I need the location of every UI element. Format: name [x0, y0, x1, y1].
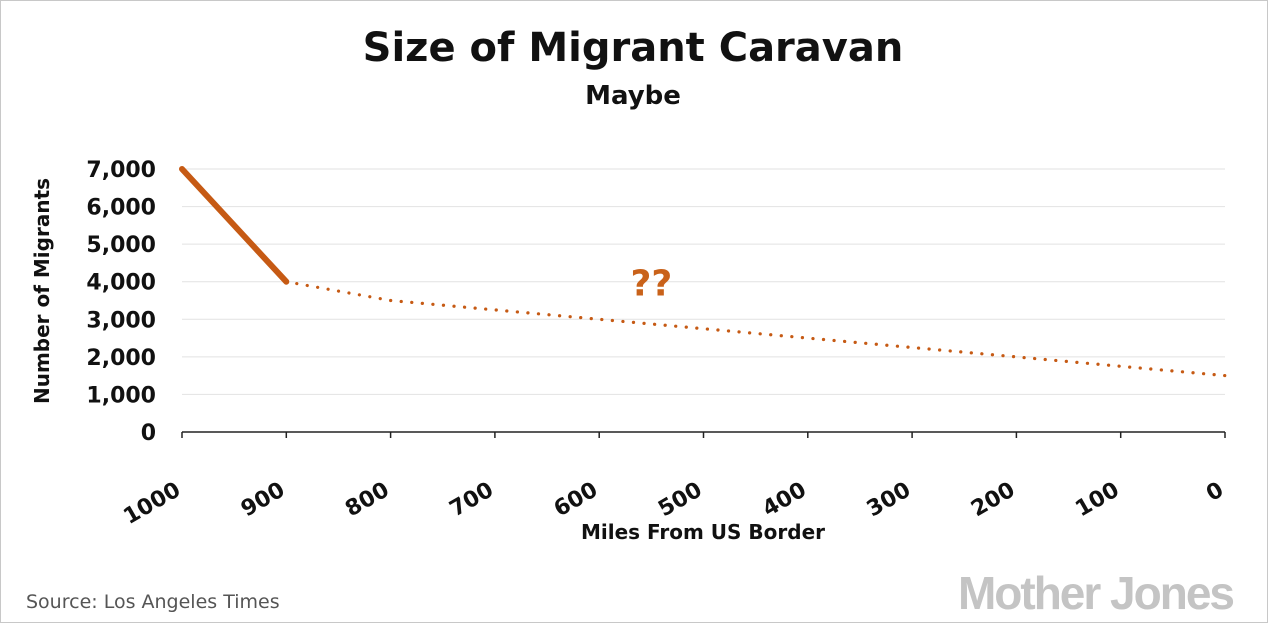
y-tick-label: 6,000 — [86, 196, 156, 221]
y-tick-label: 1,000 — [86, 383, 156, 408]
observed-series-line — [182, 169, 286, 282]
mother-jones-logo: Mother Jones — [958, 567, 1233, 619]
y-tick-label: 4,000 — [86, 271, 156, 296]
source-note: Source: Los Angeles Times — [26, 591, 280, 613]
x-tick-label: 900 — [237, 478, 289, 523]
y-tick-label: 7,000 — [86, 158, 156, 183]
y-axis-tick-labels: 0 1,000 2,000 3,000 4,000 5,000 6,000 7,000 — [86, 158, 156, 446]
y-tick-label: 0 — [141, 421, 156, 446]
x-tick-label: 1000 — [119, 478, 185, 530]
series-lines — [182, 169, 1225, 376]
chart-subtitle: Maybe — [585, 81, 681, 111]
y-tick-label: 2,000 — [86, 346, 156, 371]
gridlines — [182, 169, 1225, 394]
question-annotation: ?? — [630, 264, 672, 305]
x-tick-label: 100 — [1071, 478, 1123, 523]
x-tick-label: 800 — [341, 478, 393, 523]
x-tick-label: 500 — [654, 478, 706, 523]
x-axis-label: Miles From US Border — [581, 520, 825, 544]
y-tick-label: 5,000 — [86, 233, 156, 258]
x-tick-label: 200 — [967, 478, 1019, 523]
annotations: ?? — [630, 264, 672, 305]
x-tick-label: 400 — [759, 478, 811, 523]
chart-title: Size of Migrant Caravan — [363, 25, 904, 71]
x-tick-label: 700 — [446, 478, 498, 523]
projected-series-line — [286, 282, 1225, 376]
y-axis-label: Number of Migrants — [30, 178, 54, 404]
x-tick-label: 0 — [1202, 478, 1228, 507]
x-tick-label: 600 — [550, 478, 602, 523]
x-tick-label: 300 — [863, 478, 915, 523]
x-axis — [182, 432, 1225, 438]
y-tick-label: 3,000 — [86, 308, 156, 333]
